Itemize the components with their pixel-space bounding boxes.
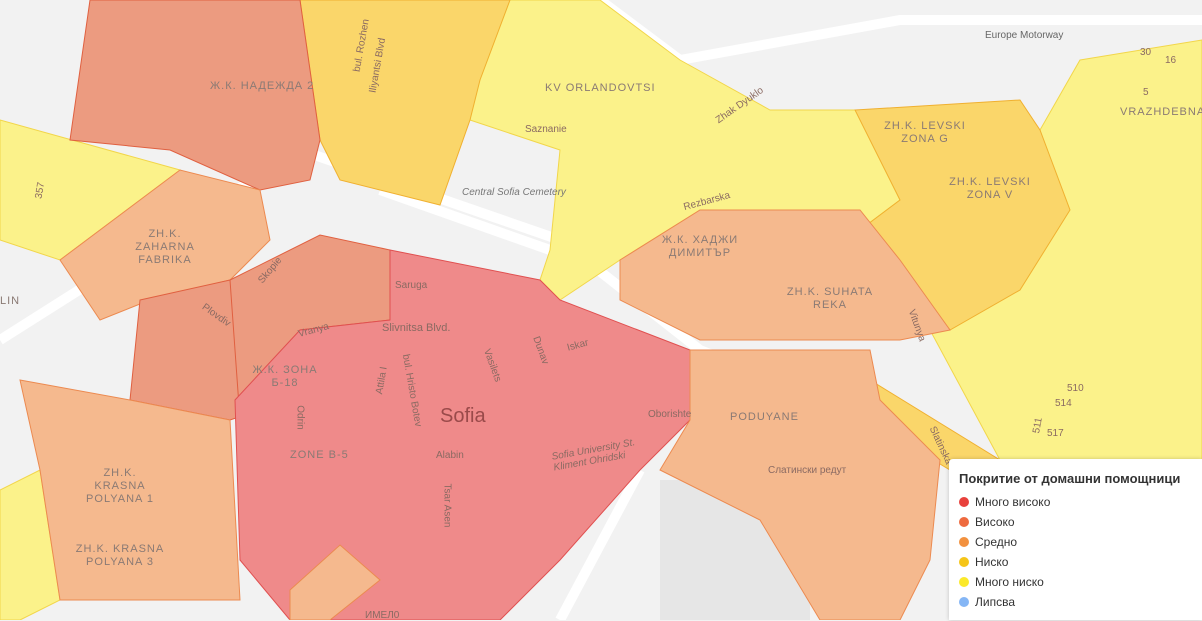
legend-item[interactable]: Много високо xyxy=(959,492,1202,512)
road-number: 510 xyxy=(1067,383,1084,394)
district-label: ZH.K. LEVSKI ZONA V xyxy=(949,176,1031,201)
district-label: ZH.K. KRASNA POLYANA 3 xyxy=(75,543,165,568)
street-label: ИМЕЛ0 xyxy=(365,610,400,621)
street-label: Alabin xyxy=(436,450,464,461)
region-very-low-sw xyxy=(0,469,61,620)
legend-dot-icon xyxy=(959,557,969,567)
district-label: Ж.К. ХАДЖИ ДИМИТЪР xyxy=(661,234,739,259)
street-label: Saruga xyxy=(395,280,428,291)
road-number: 30 xyxy=(1140,47,1152,58)
district-label: ZH.K. ZAHARNA FABRIKA xyxy=(135,228,195,266)
legend-item[interactable]: Много ниско xyxy=(959,572,1202,592)
region-medium-south xyxy=(289,544,381,620)
legend-label: Високо xyxy=(975,515,1015,529)
city-label: Sofia xyxy=(440,405,486,427)
district-label: ZONE B-5 xyxy=(290,449,349,461)
legend-title: Покритие от домашни помощници xyxy=(959,471,1181,486)
street-label: Europe Motorway xyxy=(985,30,1064,41)
street-label: Slivnitsa Blvd. xyxy=(382,322,451,334)
legend-dot-icon xyxy=(959,517,969,527)
legend-label: Липсва xyxy=(975,595,1015,609)
street-label: Oborishte xyxy=(648,409,692,420)
map-legend: Покритие от домашни помощници Много висо… xyxy=(949,459,1202,620)
district-label: VRAZHDEBNA xyxy=(1120,106,1202,118)
street-label: Tsar Asen xyxy=(441,483,453,528)
district-label: LIN xyxy=(0,295,21,307)
street-label: Слатински редут xyxy=(768,465,847,476)
street-label: Odrin xyxy=(294,405,306,430)
region-high-nadezhda xyxy=(69,0,321,191)
district-label: PODUYANE xyxy=(730,411,799,423)
district-label: ZH.K. KRASNA POLYANA 1 xyxy=(86,467,154,505)
legend-label: Много ниско xyxy=(975,575,1044,589)
district-label: Ж.К. ЗОНА Б-18 xyxy=(252,364,318,389)
region-medium-hadzhi-dimitar xyxy=(619,209,951,341)
district-label: KV ORLANDOVTSI xyxy=(545,82,656,94)
legend-label: Средно xyxy=(975,535,1018,549)
road-number: 517 xyxy=(1047,428,1064,439)
legend-label: Много високо xyxy=(975,495,1051,509)
region-very-high-center xyxy=(234,249,691,620)
legend-item[interactable]: Липсва xyxy=(959,592,1202,612)
legend-dot-icon xyxy=(959,537,969,547)
legend-item[interactable]: Високо xyxy=(959,512,1202,532)
district-label: ZH.K. SUHATA REKA xyxy=(786,286,874,311)
street-label: Saznanie xyxy=(525,124,567,135)
poi-label: Central Sofia Cemetery xyxy=(462,187,566,198)
region-low-north xyxy=(299,0,511,206)
legend-dot-icon xyxy=(959,597,969,607)
road-number: 16 xyxy=(1165,55,1177,66)
legend-item[interactable]: Ниско xyxy=(959,552,1202,572)
district-label: ZH.K. LEVSKI ZONA G xyxy=(884,120,966,145)
legend-dot-icon xyxy=(959,497,969,507)
legend-dot-icon xyxy=(959,577,969,587)
road-number: 514 xyxy=(1055,398,1072,409)
district-label: Ж.К. НАДЕЖДА 2 xyxy=(210,80,315,92)
region-medium-west xyxy=(19,379,241,601)
road-number: 5 xyxy=(1143,87,1149,98)
legend-label: Ниско xyxy=(975,555,1009,569)
legend-item[interactable]: Средно xyxy=(959,532,1202,552)
region-medium-poduyane xyxy=(659,349,941,620)
